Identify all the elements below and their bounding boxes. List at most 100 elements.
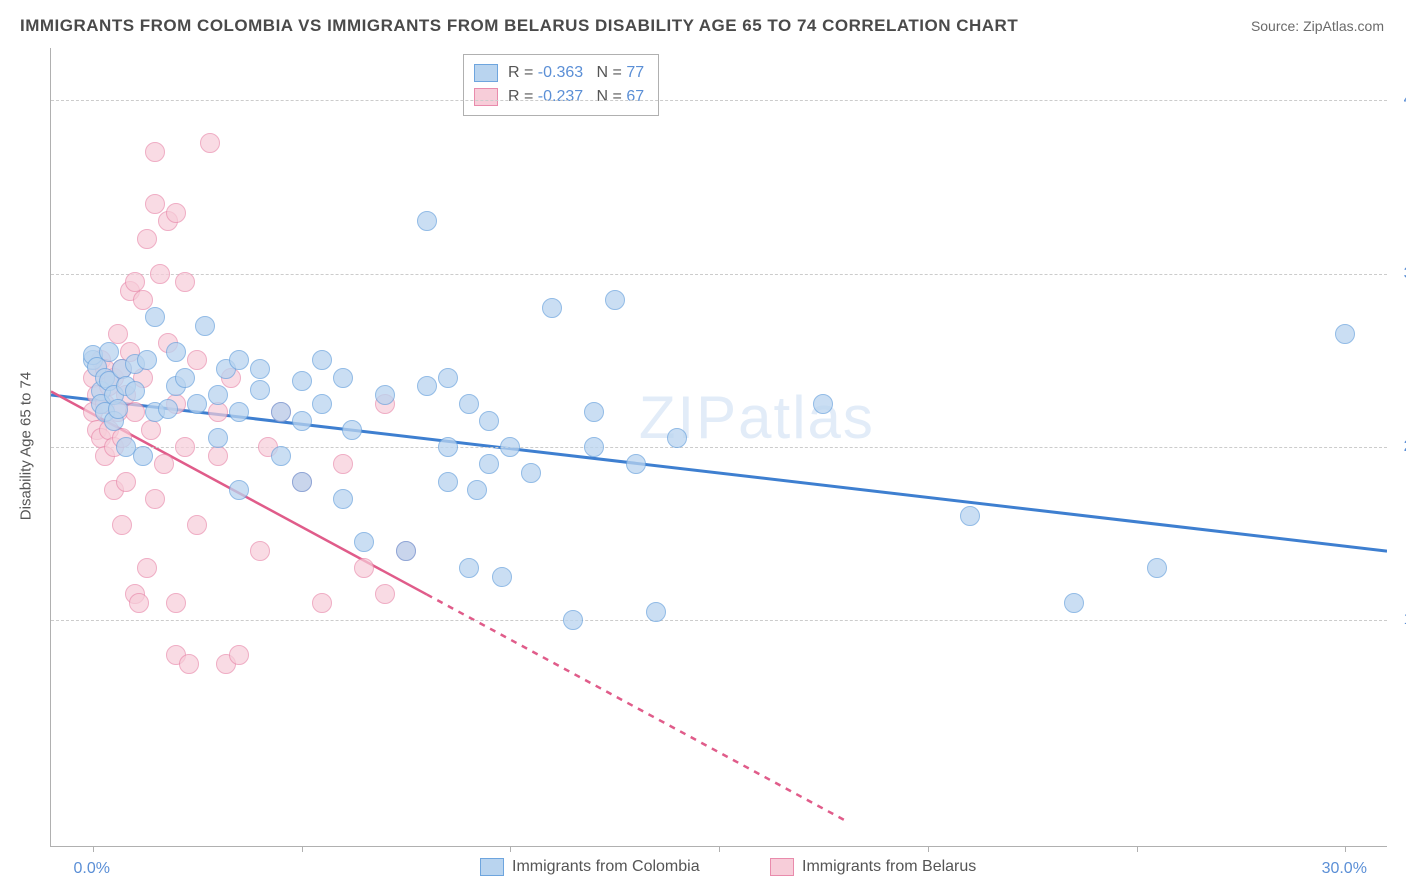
swatch-colombia xyxy=(480,858,504,876)
belarus-trendline xyxy=(427,594,845,820)
watermark-thin: atlas xyxy=(738,384,875,451)
chart-title: IMMIGRANTS FROM COLOMBIA VS IMMIGRANTS F… xyxy=(20,16,1018,36)
legend-belarus[interactable]: Immigrants from Belarus xyxy=(770,858,976,876)
colombia-point xyxy=(158,399,178,419)
belarus-point xyxy=(150,264,170,284)
gridline xyxy=(51,274,1387,275)
colombia-point xyxy=(626,454,646,474)
colombia-point xyxy=(375,385,395,405)
x-tick xyxy=(93,846,94,852)
swatch-belarus xyxy=(474,88,498,106)
belarus-point xyxy=(354,558,374,578)
chart-container: IMMIGRANTS FROM COLOMBIA VS IMMIGRANTS F… xyxy=(0,0,1406,892)
colombia-point xyxy=(312,394,332,414)
belarus-point xyxy=(333,454,353,474)
legend-label-belarus: Immigrants from Belarus xyxy=(802,858,976,876)
colombia-point xyxy=(137,350,157,370)
colombia-point xyxy=(479,454,499,474)
belarus-point xyxy=(229,645,249,665)
colombia-point xyxy=(813,394,833,414)
belarus-point xyxy=(112,515,132,535)
colombia-point xyxy=(271,446,291,466)
legend-colombia[interactable]: Immigrants from Colombia xyxy=(480,858,700,876)
belarus-point xyxy=(187,350,207,370)
colombia-point xyxy=(271,402,291,422)
colombia-point xyxy=(584,402,604,422)
plot-area: ZIPatlas R = -0.363 N = 77R = -0.237 N =… xyxy=(50,48,1387,847)
belarus-point xyxy=(250,541,270,561)
colombia-point xyxy=(250,359,270,379)
belarus-point xyxy=(154,454,174,474)
legend-label-colombia: Immigrants from Colombia xyxy=(512,858,700,876)
belarus-point xyxy=(125,402,145,422)
gridline xyxy=(51,447,1387,448)
belarus-point xyxy=(133,290,153,310)
colombia-point xyxy=(125,381,145,401)
colombia-point xyxy=(292,472,312,492)
gridline xyxy=(51,620,1387,621)
belarus-point xyxy=(145,142,165,162)
colombia-point xyxy=(292,371,312,391)
source-name[interactable]: ZipAtlas.com xyxy=(1303,18,1384,34)
gridline xyxy=(51,100,1387,101)
colombia-point xyxy=(208,428,228,448)
y-axis-label: Disability Age 65 to 74 xyxy=(18,372,35,520)
colombia-point xyxy=(584,437,604,457)
belarus-point xyxy=(179,654,199,674)
colombia-trendline xyxy=(51,395,1387,551)
x-tick xyxy=(1345,846,1346,852)
x-tick xyxy=(928,846,929,852)
colombia-point xyxy=(175,368,195,388)
colombia-point xyxy=(250,380,270,400)
colombia-point xyxy=(229,402,249,422)
belarus-point xyxy=(166,203,186,223)
belarus-point xyxy=(145,489,165,509)
colombia-point xyxy=(333,489,353,509)
colombia-point xyxy=(187,394,207,414)
colombia-point xyxy=(145,307,165,327)
swatch-belarus xyxy=(770,858,794,876)
x-max-label: 30.0% xyxy=(1322,860,1367,878)
belarus-point xyxy=(208,446,228,466)
stats-legend: R = -0.363 N = 77R = -0.237 N = 67 xyxy=(463,54,659,116)
colombia-point xyxy=(563,610,583,630)
colombia-point xyxy=(438,472,458,492)
swatch-colombia xyxy=(474,64,498,82)
colombia-point xyxy=(459,558,479,578)
colombia-point xyxy=(459,394,479,414)
belarus-point xyxy=(187,515,207,535)
colombia-point xyxy=(1064,593,1084,613)
colombia-point xyxy=(646,602,666,622)
colombia-point xyxy=(438,437,458,457)
belarus-point xyxy=(375,584,395,604)
belarus-point xyxy=(129,593,149,613)
colombia-point xyxy=(542,298,562,318)
colombia-point xyxy=(354,532,374,552)
colombia-point xyxy=(492,567,512,587)
colombia-point xyxy=(1335,324,1355,344)
colombia-point xyxy=(108,399,128,419)
stats-text-colombia: R = -0.363 N = 77 xyxy=(508,61,644,85)
colombia-point xyxy=(195,316,215,336)
colombia-point xyxy=(417,376,437,396)
belarus-point xyxy=(166,593,186,613)
belarus-point xyxy=(208,402,228,422)
watermark-bold: ZIP xyxy=(639,384,738,451)
colombia-point xyxy=(417,211,437,231)
colombia-point xyxy=(521,463,541,483)
colombia-point xyxy=(229,480,249,500)
colombia-point xyxy=(667,428,687,448)
belarus-point xyxy=(141,420,161,440)
colombia-point xyxy=(333,368,353,388)
x-tick xyxy=(719,846,720,852)
stats-row-colombia: R = -0.363 N = 77 xyxy=(474,61,644,85)
belarus-point xyxy=(175,272,195,292)
colombia-point xyxy=(229,350,249,370)
colombia-point xyxy=(342,420,362,440)
colombia-point xyxy=(605,290,625,310)
colombia-point xyxy=(1147,558,1167,578)
belarus-point xyxy=(137,558,157,578)
source-label: Source: ZipAtlas.com xyxy=(1251,18,1384,34)
stats-row-belarus: R = -0.237 N = 67 xyxy=(474,85,644,109)
colombia-point xyxy=(467,480,487,500)
